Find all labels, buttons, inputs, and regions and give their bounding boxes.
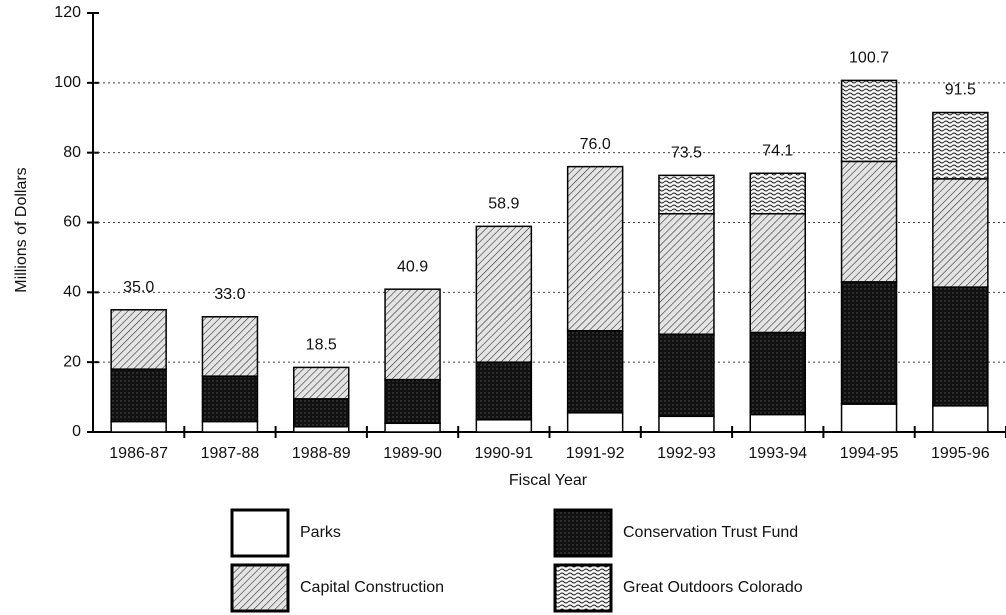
bar-segment — [749, 172, 806, 215]
bar-segment — [932, 178, 989, 288]
bar-segment — [658, 174, 715, 215]
x-tick-label: 1992-93 — [657, 445, 716, 462]
y-tick-label: 80 — [63, 144, 81, 161]
bar-segment — [658, 415, 715, 433]
x-tick-label: 1993-94 — [748, 445, 807, 462]
legend-swatch — [230, 563, 290, 613]
legend-swatch — [230, 508, 290, 558]
x-tick-label: 1994-95 — [840, 445, 899, 462]
bar-segment — [658, 333, 715, 418]
bar-segment — [201, 375, 259, 423]
bar-segment — [749, 413, 806, 433]
total-label: 100.7 — [849, 50, 889, 67]
y-tick-label: 60 — [63, 214, 81, 231]
bar-segment — [749, 213, 806, 334]
total-label: 40.9 — [397, 258, 428, 275]
x-tick-label: 1988-89 — [292, 445, 351, 462]
bar-segment — [110, 309, 167, 370]
bar-segment — [566, 412, 624, 433]
bar-segment — [475, 361, 533, 421]
x-tick-label: 1995-96 — [931, 445, 990, 462]
bar-segment — [932, 286, 989, 407]
legend-swatch — [553, 508, 613, 558]
total-label: 35.0 — [123, 279, 154, 296]
y-tick-label: 120 — [54, 4, 81, 21]
total-label: 74.1 — [762, 142, 793, 159]
x-tick-label: 1987-88 — [201, 445, 260, 462]
legend-label: Conservation Trust Fund — [623, 524, 798, 541]
x-tick-label: 1989-90 — [383, 445, 442, 462]
bar-segment — [293, 398, 350, 428]
bar-segment — [384, 288, 441, 381]
total-label: 33.0 — [214, 286, 245, 303]
bar-segment — [840, 403, 898, 433]
x-axis-label: Fiscal Year — [509, 472, 588, 489]
bar-segment — [658, 213, 715, 335]
bar-segment — [293, 366, 350, 400]
total-label: 91.5 — [945, 82, 976, 99]
bar-segment — [293, 426, 350, 433]
y-tick-label: 100 — [54, 74, 81, 91]
bar-segment — [110, 420, 167, 433]
bar-segment — [384, 378, 441, 425]
legend-label: Capital Construction — [300, 579, 444, 596]
bar-segment — [749, 331, 806, 416]
total-label: 58.9 — [488, 196, 519, 213]
x-tick-label: 1990-91 — [474, 445, 533, 462]
bar-segment — [932, 111, 989, 180]
total-label: 18.5 — [306, 337, 337, 354]
bar-segment — [201, 420, 259, 433]
x-tick-label: 1986-87 — [109, 445, 168, 462]
total-label: 73.5 — [671, 145, 702, 162]
legend-swatch — [553, 563, 613, 613]
y-tick-label: 40 — [63, 284, 81, 301]
bar-segment — [566, 329, 624, 414]
y-axis-label: Millions of Dollars — [13, 167, 30, 292]
bar-segment — [840, 79, 898, 163]
bar-segment — [201, 316, 259, 377]
bar-segment — [932, 405, 989, 433]
bar-segment — [475, 225, 533, 363]
x-tick-label: 1991-92 — [566, 445, 625, 462]
legend-label: Parks — [300, 524, 341, 541]
legend-label: Great Outdoors Colorado — [623, 579, 803, 596]
bar-segment — [840, 281, 898, 405]
total-label: 76.0 — [580, 136, 611, 153]
bar-segment — [475, 419, 533, 433]
bar-segment — [110, 368, 167, 423]
y-tick-label: 20 — [63, 353, 81, 370]
bar-segment — [566, 165, 624, 332]
y-tick-label: 0 — [72, 423, 81, 440]
bar-segment — [840, 160, 898, 283]
bar-segment — [384, 422, 441, 433]
